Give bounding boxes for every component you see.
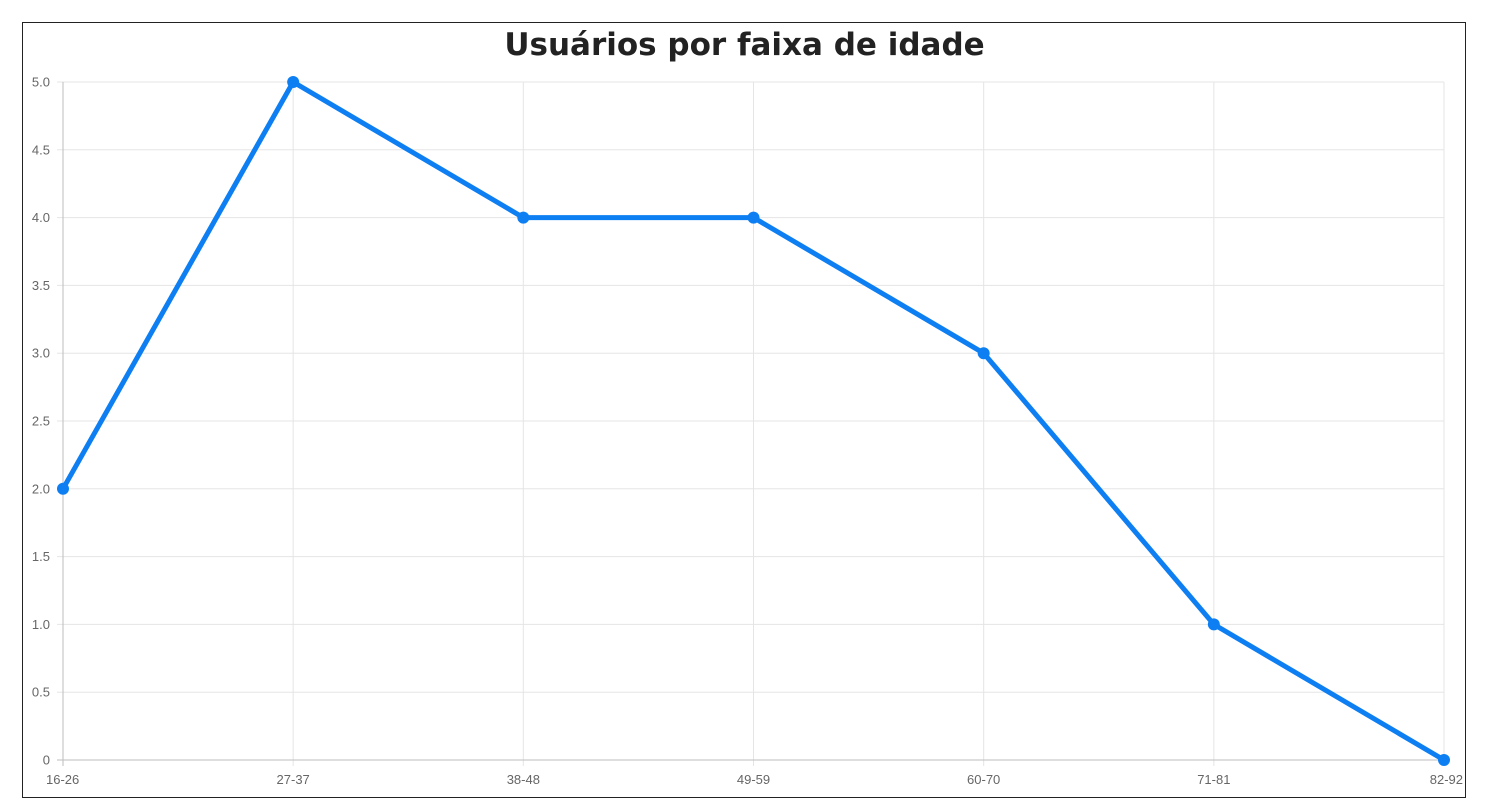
data-point [747, 211, 760, 224]
y-tick-label: 0 [43, 753, 50, 768]
x-tick-label: 38-48 [507, 772, 540, 787]
x-tick-label: 71-81 [1197, 772, 1230, 787]
y-tick-label: 3.0 [32, 346, 50, 361]
tick-labels: 0 0.5 1.0 1.5 2.0 2.5 3.0 3.5 4.0 4.5 5.0 16-26 27-3… [32, 75, 1463, 788]
data-point [1438, 754, 1450, 766]
x-tick-label: 49-59 [737, 772, 770, 787]
chart-title: Usuários por faixa de idade [504, 27, 985, 63]
axis-layer [62, 82, 1444, 761]
y-tick-label: 1.0 [32, 617, 50, 632]
x-tick-label: 82-92 [1430, 772, 1463, 787]
y-tick-label: 2.5 [32, 414, 50, 429]
data-point [57, 482, 69, 495]
y-tick-label: 4.0 [32, 210, 50, 225]
x-tick-label: 16-26 [46, 772, 79, 787]
y-tick-label: 0.5 [32, 685, 50, 700]
data-point [977, 347, 990, 360]
y-tick-label: 5.0 [32, 75, 50, 90]
grid-layer [57, 81, 1445, 766]
y-tick-label: 1.5 [32, 549, 50, 564]
y-tick-label: 4.5 [32, 142, 50, 157]
x-tick-label: 27-37 [277, 772, 310, 787]
x-tick-label: 60-70 [967, 772, 1000, 787]
series-layer [57, 76, 1450, 766]
data-point [517, 211, 530, 224]
y-tick-label: 2.0 [32, 481, 50, 496]
data-point [287, 76, 300, 88]
y-tick-label: 3.5 [32, 278, 50, 293]
data-point [1207, 618, 1220, 631]
chart-frame [22, 22, 1466, 798]
